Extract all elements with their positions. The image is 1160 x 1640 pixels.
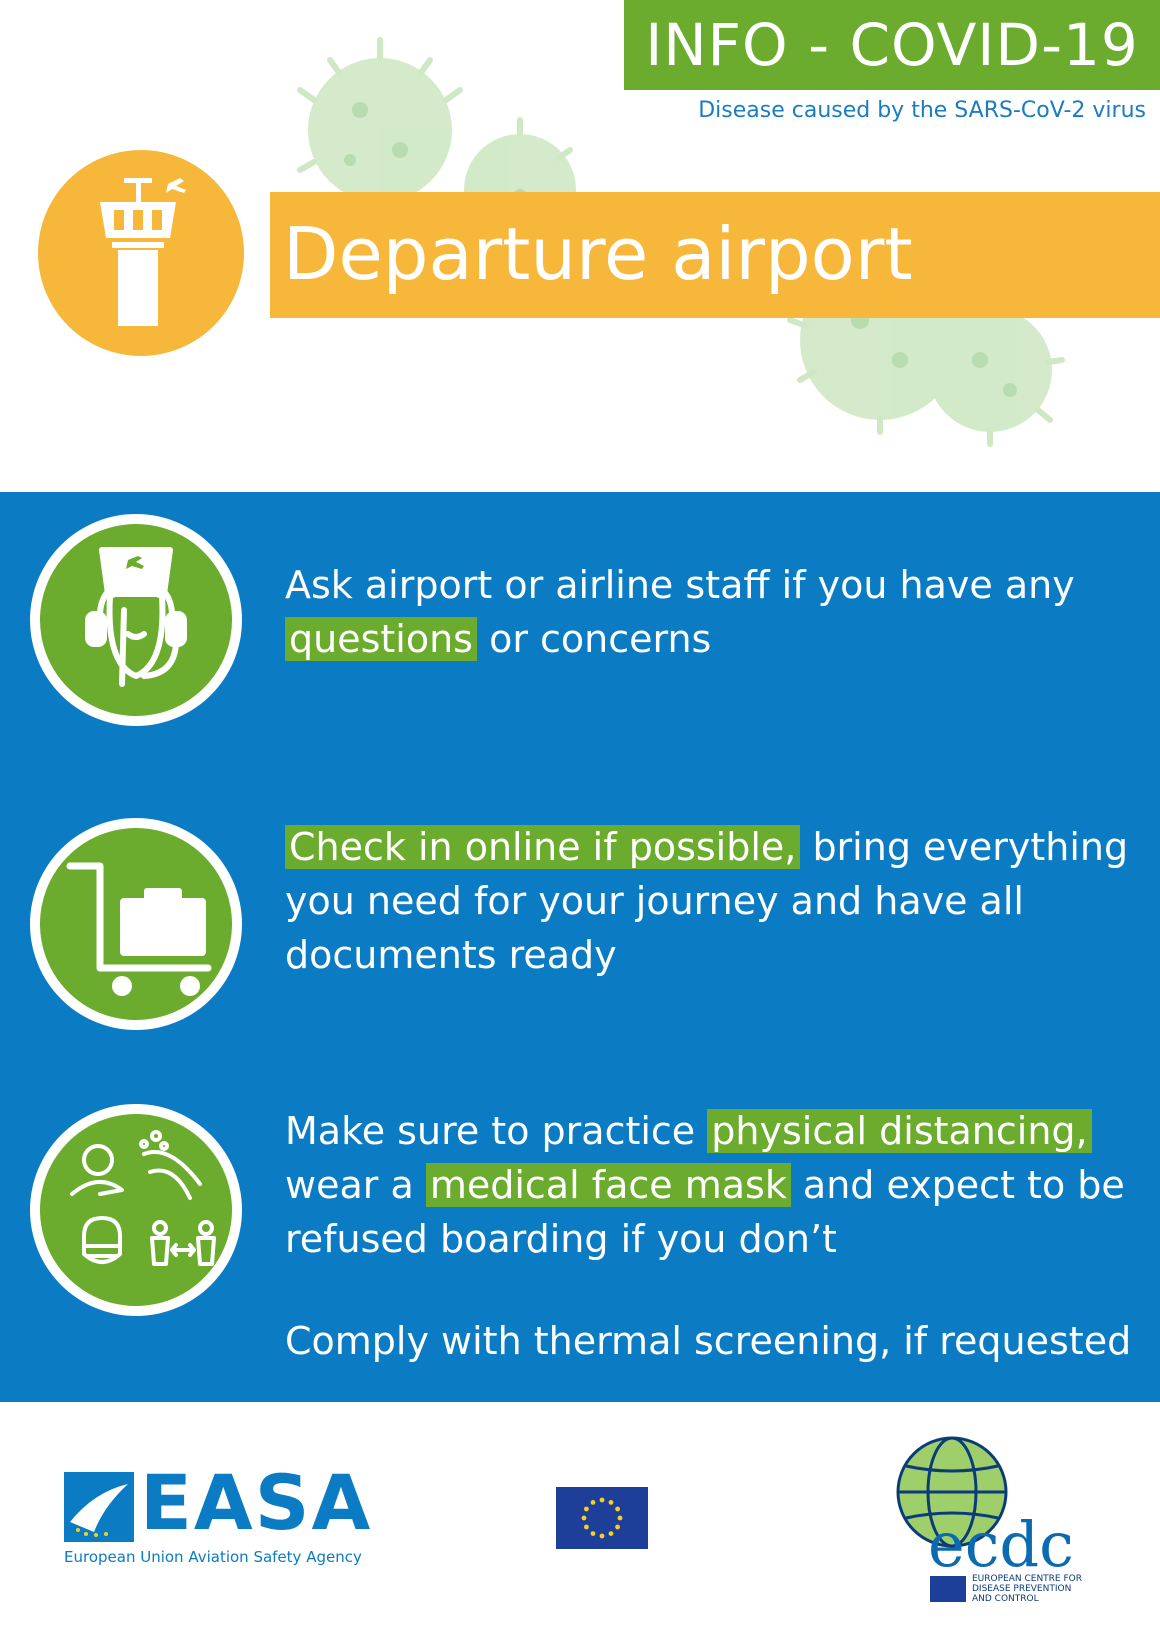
highlight-face-mask: medical face mask — [425, 1163, 791, 1207]
info-covid-badge: INFO - COVID-19 — [624, 0, 1160, 90]
eu-stars-icon — [581, 1497, 623, 1539]
item-text-distancing: Make sure to practice physical distancin… — [285, 1104, 1145, 1266]
control-tower-badge — [38, 150, 244, 356]
icon-badge-luggage — [30, 818, 242, 1030]
control-tower-icon — [100, 178, 186, 326]
ecdc-name-line: DISEASE PREVENTION — [972, 1584, 1072, 1594]
easa-bird-icon — [70, 1484, 128, 1537]
highlight-distancing: physical distancing, — [707, 1109, 1092, 1153]
text-run: or concerns — [476, 617, 712, 661]
highlight-questions: questions — [285, 617, 477, 661]
icon-badge-hygiene — [30, 1104, 242, 1316]
ecdc-eu-flag — [930, 1576, 966, 1602]
icon-badge-staff — [30, 514, 242, 726]
page-title: Departure airport — [283, 212, 913, 296]
hygiene-distancing-mask-icon — [70, 1130, 216, 1266]
ecdc-name-line: AND CONTROL — [972, 1594, 1039, 1604]
text-run: Ask airport or airline staff if you have… — [285, 563, 1075, 607]
ecdc-logo-text: ecdc — [928, 1508, 1074, 1581]
luggage-trolley-icon — [66, 862, 212, 996]
highlight-checkin: Check in online if possible, — [285, 825, 801, 869]
title-banner — [270, 192, 1160, 318]
thermal-screening-note: Comply with thermal screening, if reques… — [285, 1319, 1132, 1363]
cabin-crew-headset-icon — [85, 547, 187, 687]
text-run: Make sure to practice — [285, 1109, 708, 1153]
text-run: wear a — [285, 1163, 426, 1207]
text-run: and expect to be refused boarding if you… — [285, 1163, 1125, 1261]
easa-full-name: European Union Aviation Safety Agency — [64, 1548, 362, 1566]
item-text-questions: Ask airport or airline staff if you have… — [285, 558, 1145, 666]
ecdc-globe-icon — [896, 1436, 1008, 1548]
easa-logo-mark — [64, 1472, 134, 1542]
item-text-checkin: Check in online if possible, bring every… — [285, 820, 1145, 982]
easa-logo-text: EASA — [140, 1458, 373, 1547]
eu-flag — [556, 1487, 648, 1549]
text-run: bring everything you need for your journ… — [285, 825, 1129, 977]
ecdc-name-line: EUROPEAN CENTRE FOR — [972, 1574, 1082, 1584]
subtitle: Disease caused by the SARS-CoV-2 virus — [698, 98, 1146, 123]
ecdc-full-name: EUROPEAN CENTRE FOR DISEASE PREVENTION A… — [972, 1574, 1092, 1604]
